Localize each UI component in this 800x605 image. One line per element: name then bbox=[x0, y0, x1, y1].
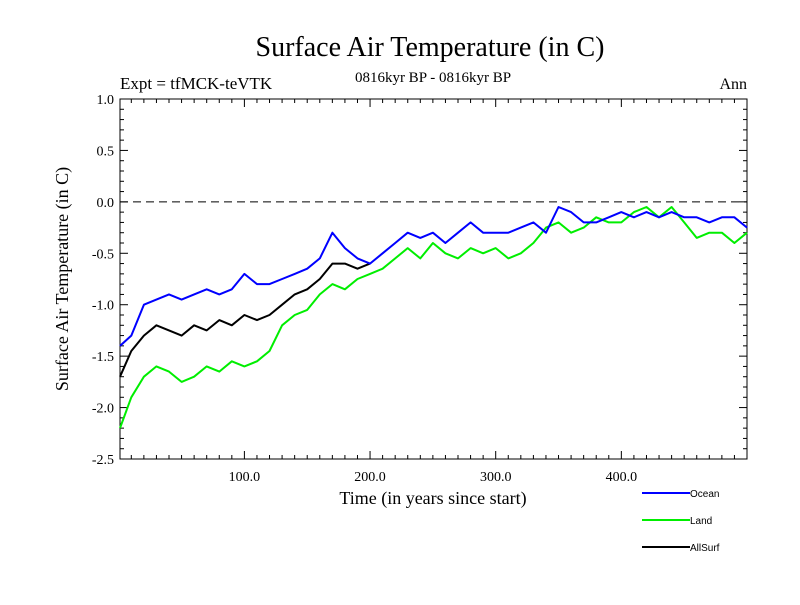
y-tick-label: -2.0 bbox=[92, 402, 114, 417]
chart-title: Surface Air Temperature (in C) bbox=[256, 32, 605, 63]
x-axis-ticks: 100.0 200.0 300.0 400.0 bbox=[130, 99, 748, 485]
x-tick-label: 400.0 bbox=[606, 470, 638, 485]
experiment-label: Expt = tfMCK-teVTK bbox=[120, 74, 273, 93]
y-tick-label: 1.0 bbox=[97, 93, 115, 108]
legend: Ocean Land AllSurf bbox=[642, 489, 720, 554]
plot-frame bbox=[119, 98, 748, 460]
x-tick-label: 100.0 bbox=[229, 470, 261, 485]
legend-label-allsurf: AllSurf bbox=[690, 543, 720, 554]
y-tick-label: -2.5 bbox=[92, 453, 114, 468]
chart-subtitle: 0816kyr BP - 0816kyr BP bbox=[355, 70, 511, 86]
y-tick-label: 0.0 bbox=[97, 196, 115, 211]
legend-label-ocean: Ocean bbox=[690, 489, 719, 500]
x-axis-label: Time (in years since start) bbox=[339, 488, 526, 509]
x-tick-label: 200.0 bbox=[354, 470, 386, 485]
y-tick-label: -1.5 bbox=[92, 350, 114, 365]
y-tick-label: 0.5 bbox=[97, 144, 115, 159]
y-tick-label: -1.0 bbox=[92, 299, 114, 314]
series-group bbox=[119, 206, 748, 429]
series-line-allsurf bbox=[119, 262, 371, 378]
season-label: Ann bbox=[719, 76, 747, 93]
y-axis-ticks: -2.5 -2.0 -1.5 -1.0 -0.5 0.0 0.5 1.0 bbox=[92, 93, 747, 468]
legend-label-land: Land bbox=[690, 516, 712, 527]
y-tick-label: -0.5 bbox=[92, 247, 114, 262]
series-line-land bbox=[119, 206, 748, 429]
y-axis-label: Surface Air Temperature (in C) bbox=[52, 167, 73, 391]
series-line-ocean bbox=[119, 206, 748, 347]
x-tick-label: 300.0 bbox=[480, 470, 512, 485]
